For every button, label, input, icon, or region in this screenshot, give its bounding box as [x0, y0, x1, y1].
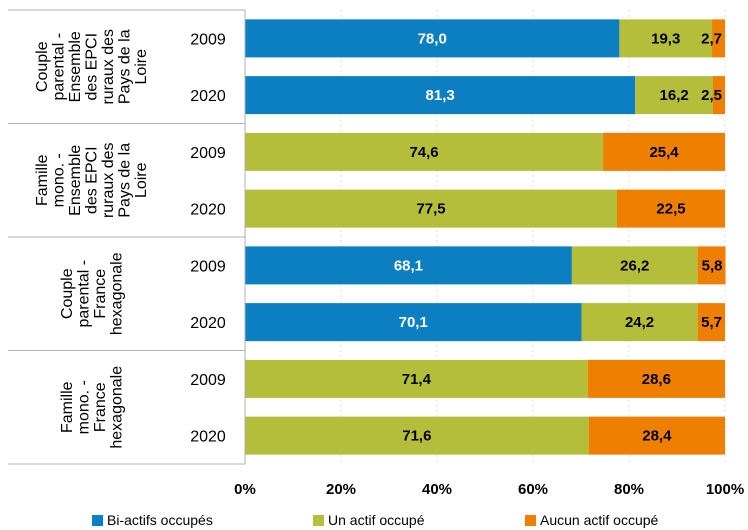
group-label: hexagonale: [108, 366, 125, 449]
group-label: France: [92, 382, 109, 432]
bar-segment: [581, 303, 698, 342]
year-label: 2009: [190, 372, 226, 389]
bar-segment: [245, 189, 617, 228]
group-label: ruraux des: [100, 142, 117, 218]
bar-segment: [245, 19, 620, 58]
group-label: des EPCI: [84, 33, 101, 101]
year-label: 2020: [190, 202, 226, 219]
bar-segment: [619, 19, 713, 58]
group-label: Couple: [59, 268, 76, 319]
data-label: 26,2: [620, 257, 649, 274]
x-tick-label: 80%: [614, 481, 644, 498]
data-label: 77,5: [416, 201, 445, 218]
bar-segment: [617, 189, 725, 228]
data-label: 71,6: [402, 428, 431, 445]
bar-segment: [588, 416, 725, 455]
bar-segment: [712, 19, 725, 58]
bar-segment: [697, 246, 726, 285]
data-label: 2,5: [701, 87, 722, 104]
bar-segment: [697, 303, 725, 342]
bar-segment: [245, 416, 589, 455]
bar-segment: [587, 359, 725, 398]
group-label: mono. -: [51, 153, 68, 207]
data-label: 81,3: [426, 87, 455, 104]
group-label: parental -: [51, 33, 68, 101]
bar-segment: [245, 246, 572, 285]
data-label: 19,3: [651, 30, 680, 47]
data-label: 22,5: [656, 201, 685, 218]
data-label: 2,7: [701, 30, 722, 47]
group-label: hexagonale: [108, 252, 125, 335]
group-label: Couple: [34, 41, 51, 92]
bar-segment: [245, 132, 604, 171]
data-label: 28,4: [642, 428, 672, 445]
year-label: 2020: [190, 315, 226, 332]
group-label: Famille: [59, 381, 76, 433]
legend-swatch: [525, 515, 536, 526]
x-tick-label: 60%: [518, 481, 548, 498]
data-label: 78,0: [418, 30, 447, 47]
data-label: 70,1: [399, 314, 428, 331]
data-label: 74,6: [409, 144, 438, 161]
group-label: Loire: [133, 162, 150, 198]
group-label: parental -: [75, 260, 92, 328]
legend-swatch: [313, 515, 324, 526]
group-label: Pays de la: [117, 143, 134, 218]
bar-segment: [603, 132, 725, 171]
group-label: ruraux des: [100, 29, 117, 105]
bar-segment: [245, 359, 588, 398]
year-label: 2020: [190, 88, 226, 105]
bar-segment: [571, 246, 698, 285]
group-label: France: [92, 269, 109, 319]
bar-segment: [245, 303, 582, 342]
x-tick-label: 40%: [422, 481, 452, 498]
x-tick-label: 20%: [326, 481, 356, 498]
x-tick-label: 0%: [234, 481, 256, 498]
data-label: 25,4: [649, 144, 679, 161]
bar-segment: [245, 76, 636, 115]
legend-label: Un actif occupé: [328, 512, 425, 528]
group-label: des EPCI: [84, 146, 101, 214]
legend-label: Bi-actifs occupés: [107, 512, 213, 528]
group-label: Loire: [133, 49, 150, 85]
group-label: Pays de la: [117, 29, 134, 104]
data-label: 71,4: [402, 371, 432, 388]
year-label: 2009: [190, 31, 226, 48]
x-tick-label: 100%: [706, 481, 744, 498]
year-label: 2009: [190, 258, 226, 275]
year-label: 2020: [190, 429, 226, 446]
year-label: 2009: [190, 145, 226, 162]
group-label: Famille: [34, 154, 51, 206]
data-label: 24,2: [625, 314, 654, 331]
bar-segment: [635, 76, 713, 115]
group-label: mono. -: [75, 380, 92, 434]
data-label: 16,2: [660, 87, 689, 104]
data-label: 68,1: [394, 257, 423, 274]
legend-label: Aucun actif occupé: [540, 512, 659, 528]
data-label: 28,6: [642, 371, 671, 388]
group-label: Ensemble: [67, 145, 84, 216]
data-label: 5,8: [702, 257, 723, 274]
group-label: Ensemble: [67, 31, 84, 102]
data-label: 5,7: [701, 314, 722, 331]
bar-segment: [713, 76, 725, 115]
legend-swatch: [92, 515, 103, 526]
